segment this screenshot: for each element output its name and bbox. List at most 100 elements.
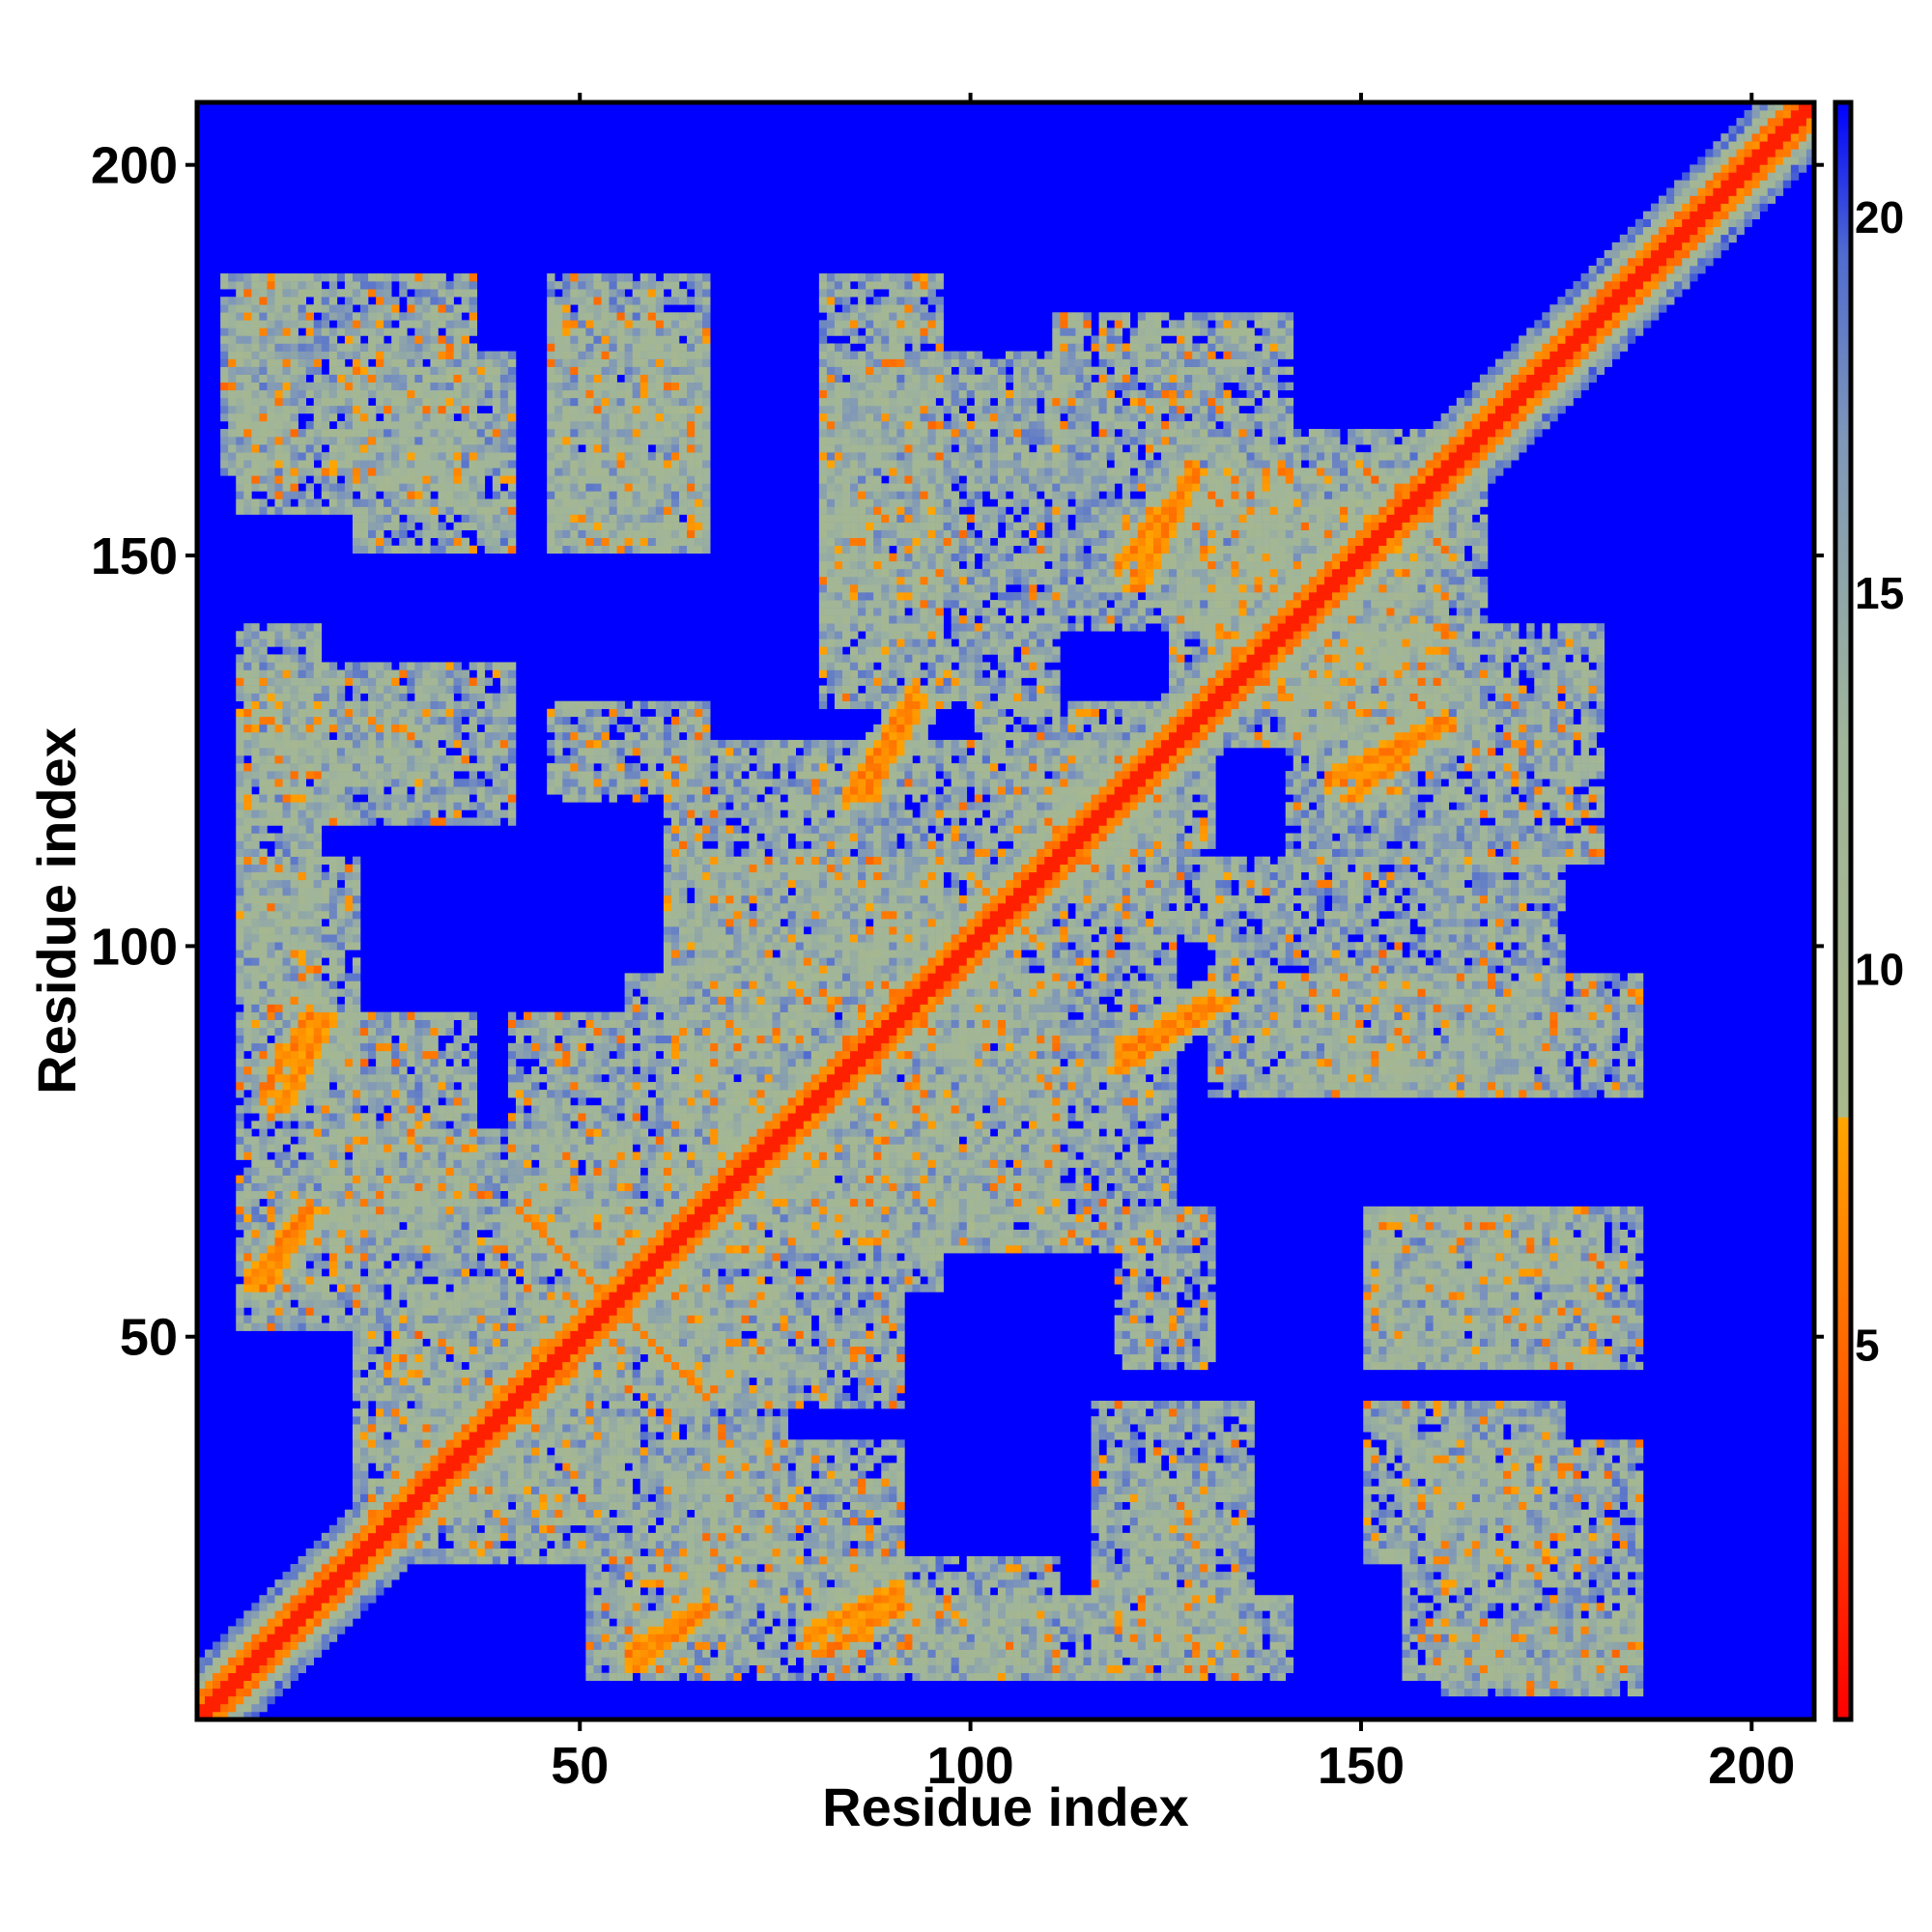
heatmap-cell — [337, 965, 345, 973]
heatmap-cell — [267, 950, 274, 957]
heatmap-cell — [353, 1525, 360, 1533]
heatmap-cell — [306, 810, 314, 817]
heatmap-cell — [353, 406, 360, 413]
heatmap-cell — [314, 919, 322, 926]
heatmap-cell — [485, 1416, 493, 1424]
heatmap-cell — [391, 1370, 399, 1378]
heatmap-cell — [360, 779, 368, 786]
heatmap-cell — [430, 468, 438, 475]
heatmap-cell — [485, 367, 493, 375]
heatmap-cell — [462, 763, 469, 771]
heatmap-cell — [283, 834, 291, 841]
heatmap-cell — [291, 1284, 298, 1292]
heatmap-cell — [360, 460, 368, 468]
heatmap-cell — [554, 1556, 562, 1564]
heatmap-cell — [360, 1183, 368, 1191]
heatmap-cell — [298, 1610, 306, 1618]
heatmap-cell — [298, 755, 306, 763]
heatmap-cell — [236, 880, 243, 888]
heatmap-cell — [345, 1261, 353, 1268]
heatmap-cell — [360, 1494, 368, 1502]
heatmap-cell — [283, 343, 291, 351]
heatmap-cell — [267, 654, 274, 662]
heatmap-cell — [414, 483, 422, 491]
heatmap-cell — [345, 383, 353, 390]
heatmap-cell — [414, 1082, 422, 1090]
heatmap-cell — [384, 352, 391, 359]
heatmap-cell — [298, 468, 306, 475]
heatmap-cell — [500, 662, 508, 669]
heatmap-cell — [516, 1036, 524, 1043]
heatmap-cell — [554, 1292, 562, 1299]
heatmap-cell — [267, 1595, 274, 1603]
heatmap-cell — [306, 406, 314, 413]
heatmap-cell — [508, 755, 516, 763]
heatmap-cell — [353, 1603, 360, 1610]
heatmap-cell — [391, 1268, 399, 1276]
heatmap-cell — [500, 701, 508, 709]
heatmap-cell — [368, 1020, 376, 1028]
heatmap-cell — [493, 1128, 500, 1136]
heatmap-cell — [446, 1074, 454, 1082]
heatmap-cell — [267, 1268, 274, 1276]
heatmap-cell — [547, 1284, 554, 1292]
heatmap-cell — [298, 980, 306, 988]
heatmap-cell — [283, 352, 291, 359]
heatmap-cell — [477, 1463, 485, 1470]
heatmap-cell — [353, 1074, 360, 1082]
heatmap-cell — [384, 1470, 391, 1478]
heatmap-cell — [274, 1323, 282, 1331]
heatmap-cell — [430, 1323, 438, 1331]
heatmap-cell — [267, 732, 274, 740]
heatmap-cell — [430, 1059, 438, 1066]
heatmap-cell — [291, 686, 298, 694]
heatmap-cell — [243, 763, 251, 771]
heatmap-cell — [516, 1432, 524, 1439]
heatmap-cell — [298, 1144, 306, 1151]
heatmap-cell — [314, 1634, 322, 1641]
heatmap-cell — [422, 468, 430, 475]
heatmap-cell — [243, 1704, 251, 1712]
heatmap-cell — [298, 1276, 306, 1284]
heatmap-cell — [322, 320, 329, 327]
heatmap-cell — [384, 1307, 391, 1315]
heatmap-cell — [462, 343, 469, 351]
heatmap-cell — [376, 1261, 384, 1268]
heatmap-cell — [438, 352, 445, 359]
heatmap-cell — [283, 802, 291, 810]
heatmap-cell — [477, 1128, 485, 1136]
heatmap-cell — [337, 483, 345, 491]
heatmap-cell — [391, 1487, 399, 1494]
heatmap-cell — [251, 1323, 259, 1331]
heatmap-cell — [516, 1176, 524, 1183]
heatmap-cell — [384, 375, 391, 383]
heatmap-cell — [508, 375, 516, 383]
heatmap-cell — [477, 802, 485, 810]
heatmap-cell — [414, 755, 422, 763]
heatmap-cell — [314, 406, 322, 413]
heatmap-cell — [438, 1105, 445, 1113]
heatmap-cell — [462, 437, 469, 444]
heatmap-cell — [298, 312, 306, 320]
heatmap-cell — [391, 1494, 399, 1502]
heatmap-cell — [267, 1316, 274, 1323]
heatmap-cell — [360, 273, 368, 281]
heatmap-cell — [329, 686, 337, 694]
heatmap-cell — [399, 327, 407, 335]
heatmap-cell — [531, 1043, 539, 1051]
heatmap-cell — [283, 335, 291, 343]
heatmap-cell — [259, 654, 267, 662]
heatmap-cell — [438, 421, 445, 429]
heatmap-cell — [353, 1028, 360, 1036]
heatmap-cell — [508, 398, 516, 406]
heatmap-cell — [500, 1479, 508, 1487]
heatmap-cell — [422, 810, 430, 817]
heatmap-cell — [353, 1339, 360, 1347]
heatmap-cell — [243, 1323, 251, 1331]
heatmap-cell — [291, 771, 298, 779]
heatmap-cell — [422, 335, 430, 343]
heatmap-cell — [524, 1268, 531, 1276]
heatmap-cell — [469, 724, 477, 732]
heatmap-cell — [251, 810, 259, 817]
heatmap-cell — [500, 507, 508, 515]
